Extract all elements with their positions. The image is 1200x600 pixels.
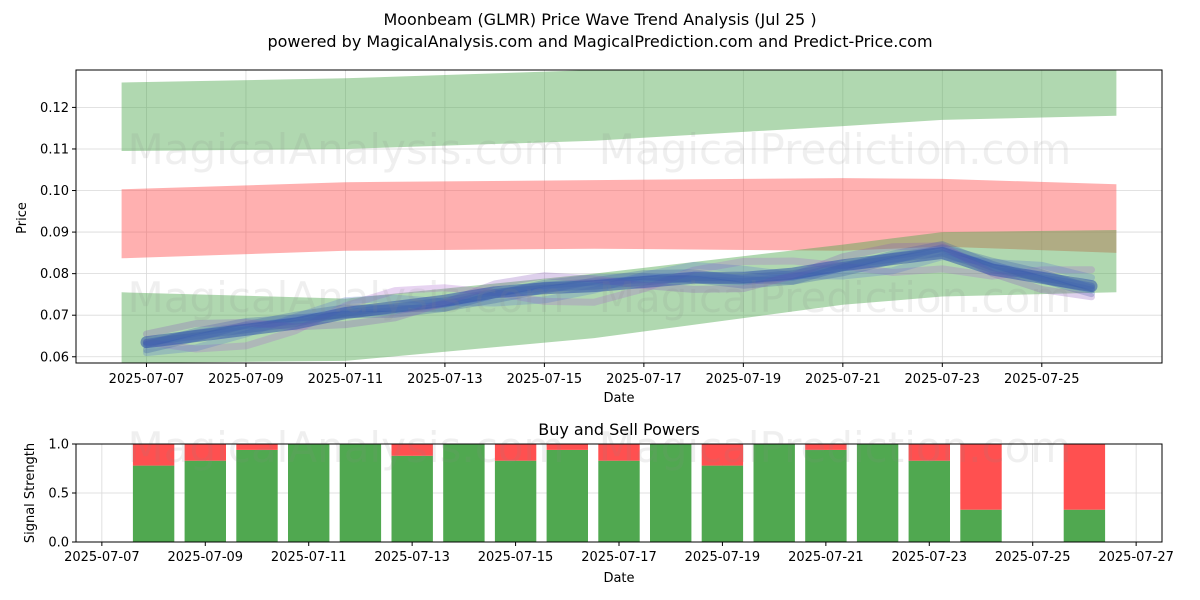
signal-x-tick-label: 2025-07-15 xyxy=(478,550,554,565)
signal-x-tick-label: 2025-07-17 xyxy=(581,550,657,565)
signal-panel: MagicalAnalysis.com MagicalPrediction.com… xyxy=(48,423,1174,565)
price-y-tick-label: 0.11 xyxy=(40,142,69,157)
signal-chart-title: Buy and Sell Powers xyxy=(538,420,700,439)
buy-bar xyxy=(546,449,588,542)
price-x-axis-label: Date xyxy=(603,391,634,406)
signal-x-tick-label: 2025-07-23 xyxy=(892,550,968,565)
price-y-tick-label: 0.06 xyxy=(40,350,69,365)
signal-y-axis-label: Signal Strength xyxy=(23,443,38,543)
sell-bar xyxy=(236,444,278,450)
signal-x-tick-label: 2025-07-07 xyxy=(64,550,140,565)
signal-x-tick-label: 2025-07-21 xyxy=(788,550,864,565)
price-y-tick-label: 0.09 xyxy=(40,226,69,241)
sell-bar xyxy=(960,444,1002,510)
buy-bar xyxy=(1063,509,1106,542)
signal-x-tick-label: 2025-07-13 xyxy=(374,550,450,565)
buy-bar xyxy=(856,444,899,542)
price-x-tick-label: 2025-07-21 xyxy=(805,372,881,387)
watermark-text: MagicalAnalysis.com xyxy=(128,273,565,322)
price-y-tick-label: 0.08 xyxy=(40,267,69,282)
price-panel: MagicalAnalysis.com MagicalAnalysis.com Ma… xyxy=(40,69,1163,387)
buy-bar xyxy=(598,460,640,542)
price-x-tick-label: 2025-07-17 xyxy=(606,372,682,387)
chart-title: Moonbeam (GLMR) Price Wave Trend Analysi… xyxy=(383,10,816,29)
sell-bar xyxy=(494,444,537,461)
price-plot-frame xyxy=(75,69,1163,364)
price-x-tick-label: 2025-07-23 xyxy=(905,372,981,387)
wave-main-line xyxy=(140,246,1098,349)
signal-x-tick-label: 2025-07-25 xyxy=(995,550,1071,565)
sell-bar xyxy=(701,444,744,466)
sell-bar xyxy=(391,444,433,456)
sell-bar xyxy=(546,444,588,450)
sell-bar xyxy=(184,444,226,461)
price-x-tick-label: 2025-07-09 xyxy=(208,372,284,387)
buy-bar xyxy=(184,460,226,542)
signal-x-tick-label: 2025-07-09 xyxy=(168,550,244,565)
buy-bar xyxy=(236,449,278,542)
upper-green-band xyxy=(121,70,1117,151)
buy-bar xyxy=(288,444,330,542)
buy-bar xyxy=(443,444,485,542)
chart-subtitle: powered by MagicalAnalysis.com and Magic… xyxy=(267,32,932,51)
price-x-tick-label: 2025-07-11 xyxy=(308,372,384,387)
price-y-tick-label: 0.07 xyxy=(40,309,69,324)
price-y-tick-label: 0.10 xyxy=(40,184,69,199)
buy-bar xyxy=(391,455,433,542)
sell-bar xyxy=(598,444,640,461)
price-plot-area: MagicalAnalysis.com MagicalAnalysis.com Ma… xyxy=(76,70,1162,363)
buy-bar xyxy=(701,465,744,542)
sell-bar xyxy=(908,444,950,461)
buy-bar xyxy=(650,444,692,542)
sell-bar xyxy=(805,444,847,450)
price-y-axis-label: Price xyxy=(15,202,30,234)
price-x-tick-label: 2025-07-19 xyxy=(706,372,782,387)
price-x-tick-label: 2025-07-15 xyxy=(507,372,583,387)
red-band xyxy=(121,178,1117,259)
watermark-text: MagicalPrediction.com xyxy=(599,273,1072,322)
buy-bar xyxy=(132,465,175,542)
buy-bar xyxy=(494,460,537,542)
price-y-tick-label: 0.12 xyxy=(40,101,69,116)
buy-bar xyxy=(960,509,1002,542)
signal-x-tick-label: 2025-07-27 xyxy=(1098,550,1174,565)
sell-bar xyxy=(132,444,175,466)
signal-x-axis-label: Date xyxy=(603,571,634,586)
watermark-text: MagicalAnalysis.com xyxy=(128,423,565,472)
price-x-tick-label: 2025-07-07 xyxy=(109,372,185,387)
watermark-text: MagicalPrediction.com xyxy=(599,423,1072,472)
watermark-text: MagicalAnalysis.com xyxy=(128,125,565,174)
price-x-tick-label: 2025-07-25 xyxy=(1004,372,1080,387)
buy-bar xyxy=(753,444,795,542)
signal-y-tick-label: 0.5 xyxy=(48,487,69,502)
buy-bar xyxy=(339,444,382,542)
signal-x-tick-label: 2025-07-11 xyxy=(271,550,347,565)
signal-y-tick-label: 1.0 xyxy=(48,438,69,453)
signal-y-tick-label: 0.0 xyxy=(48,536,69,551)
signal-x-tick-label: 2025-07-19 xyxy=(685,550,761,565)
buy-bar xyxy=(805,449,847,542)
sell-bar xyxy=(1063,444,1106,510)
buy-bar xyxy=(908,460,950,542)
watermark-text: MagicalPrediction.com xyxy=(599,125,1072,174)
price-x-tick-label: 2025-07-13 xyxy=(407,372,483,387)
